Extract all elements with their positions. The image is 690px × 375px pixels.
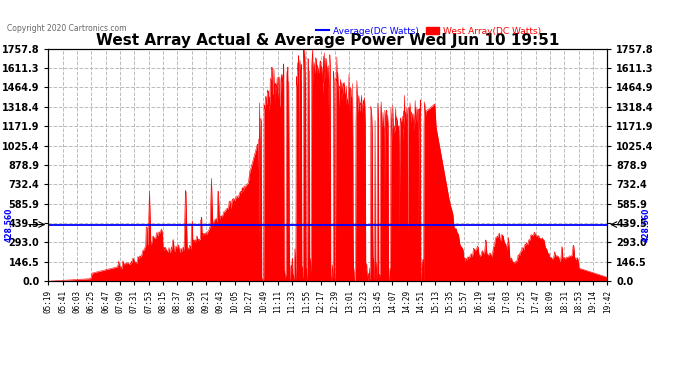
Legend: Average(DC Watts), West Array(DC Watts): Average(DC Watts), West Array(DC Watts) <box>312 23 544 39</box>
Text: 428.560: 428.560 <box>5 207 14 242</box>
Title: West Array Actual & Average Power Wed Jun 10 19:51: West Array Actual & Average Power Wed Ju… <box>96 33 560 48</box>
Text: 428.560: 428.560 <box>642 207 651 242</box>
Text: Copyright 2020 Cartronics.com: Copyright 2020 Cartronics.com <box>7 24 126 33</box>
